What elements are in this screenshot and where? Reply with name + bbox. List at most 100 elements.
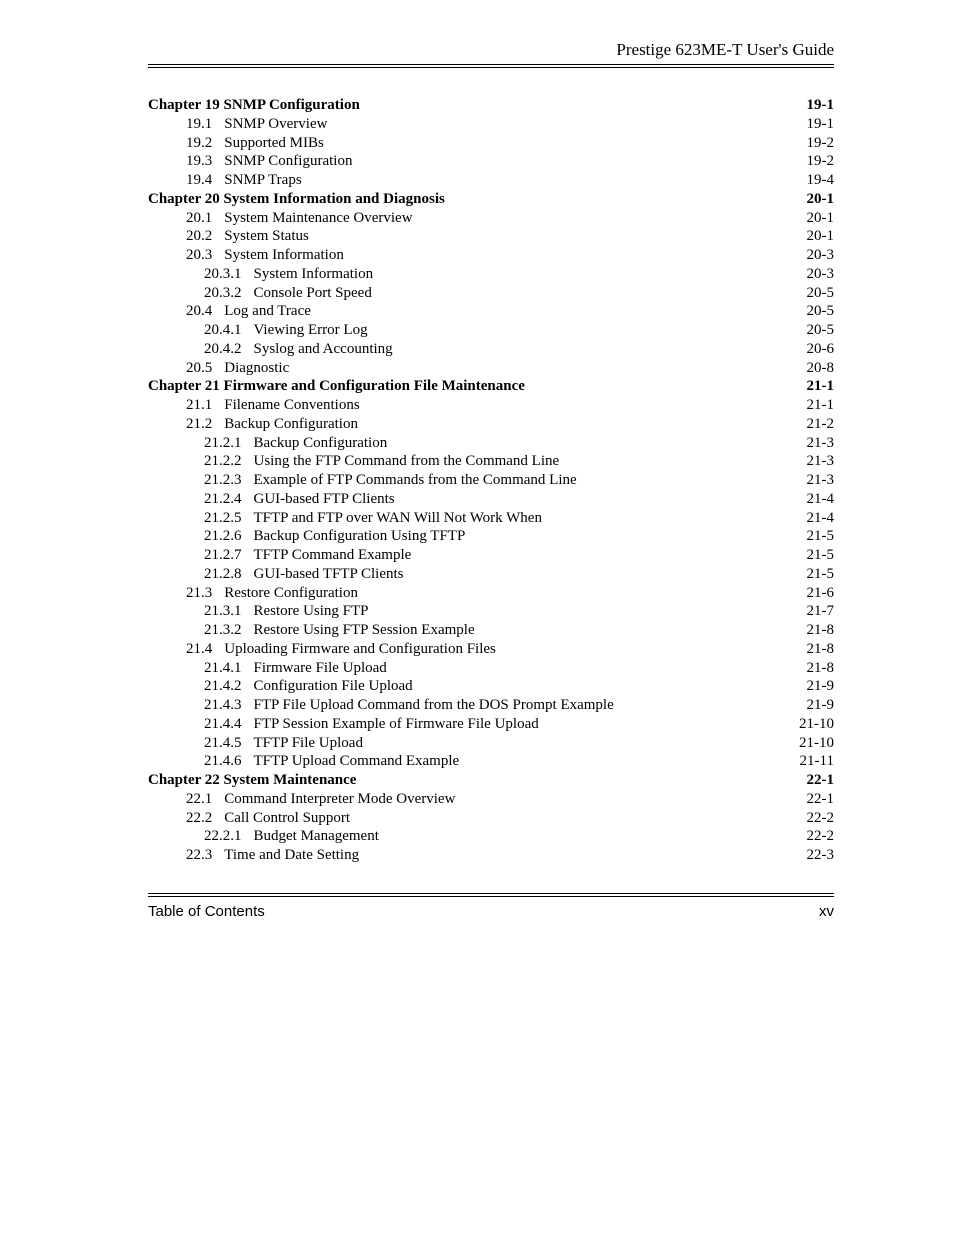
toc-section-number: 21.2.2	[204, 452, 254, 471]
toc-chapter-label: Chapter 21 Firmware and Configuration Fi…	[148, 377, 525, 396]
toc-entry: 22.1Command Interpreter Mode Overview22-…	[148, 790, 834, 809]
toc-entry: 21.4Uploading Firmware and Configuration…	[148, 640, 834, 659]
toc-page-number: 21-1	[807, 396, 835, 415]
toc-section-number: 20.4.1	[204, 321, 254, 340]
toc-entry: 20.3.1System Information20-3	[148, 265, 834, 284]
toc-section-title: TFTP File Upload	[254, 734, 363, 753]
toc-section-title: Restore Using FTP Session Example	[254, 621, 475, 640]
toc-section-title: Call Control Support	[224, 809, 350, 828]
toc-entry: 21.2.7TFTP Command Example21-5	[148, 546, 834, 565]
toc-page-number: 21-8	[807, 640, 835, 659]
toc-section-number: 21.3	[186, 584, 224, 603]
toc-section-number: 21.2.3	[204, 471, 254, 490]
toc-page-number: 21-3	[807, 434, 835, 453]
footer-left: Table of Contents	[148, 903, 265, 920]
toc-page-number: 20-1	[807, 209, 835, 228]
toc-section-number: 21.3.2	[204, 621, 254, 640]
toc-page-number: 19-1	[807, 115, 835, 134]
toc-page-number: 20-3	[807, 246, 835, 265]
header-rule-2	[148, 67, 834, 68]
toc-section-title: GUI-based FTP Clients	[254, 490, 395, 509]
toc-page-number: 21-4	[807, 509, 835, 528]
toc-section-number: 21.2.5	[204, 509, 254, 528]
toc-section-number: 21.4.3	[204, 696, 254, 715]
toc-page-number: 21-9	[807, 696, 835, 715]
toc-page-number: 21-11	[800, 752, 834, 771]
toc-page-number: 22-1	[807, 771, 835, 790]
toc-section-title: Console Port Speed	[254, 284, 372, 303]
toc-section-number: 21.4.6	[204, 752, 254, 771]
toc-entry: 22.2Call Control Support22-2	[148, 809, 834, 828]
toc-section-title: System Information	[254, 265, 374, 284]
toc-entry: 21.2.8GUI-based TFTP Clients21-5	[148, 565, 834, 584]
toc-section-title: Restore Using FTP	[254, 602, 369, 621]
table-of-contents: Chapter 19 SNMP Configuration19-119.1SNM…	[148, 96, 834, 865]
toc-page-number: 22-2	[807, 809, 835, 828]
toc-page-number: 21-3	[807, 452, 835, 471]
toc-section-title: GUI-based TFTP Clients	[254, 565, 404, 584]
toc-page-number: 19-2	[807, 134, 835, 153]
toc-entry: 20.4.2Syslog and Accounting20-6	[148, 340, 834, 359]
toc-entry: Chapter 19 SNMP Configuration19-1	[148, 96, 834, 115]
toc-section-number: 20.4	[186, 302, 224, 321]
toc-page-number: 19-2	[807, 152, 835, 171]
toc-section-title: TFTP Command Example	[254, 546, 412, 565]
toc-page-number: 21-1	[807, 377, 835, 396]
toc-section-title: Backup Configuration	[254, 434, 388, 453]
toc-entry: 22.2.1Budget Management22-2	[148, 827, 834, 846]
toc-section-title: Firmware File Upload	[254, 659, 387, 678]
toc-chapter-label: Chapter 20 System Information and Diagno…	[148, 190, 445, 209]
toc-entry: 20.3.2Console Port Speed20-5	[148, 284, 834, 303]
toc-section-title: System Maintenance Overview	[224, 209, 412, 228]
toc-entry: 21.3Restore Configuration 21-6	[148, 584, 834, 603]
toc-page-number: 21-6	[807, 584, 835, 603]
toc-section-title: Command Interpreter Mode Overview	[224, 790, 455, 809]
toc-section-title: Using the FTP Command from the Command L…	[254, 452, 560, 471]
toc-entry: 21.3.2Restore Using FTP Session Example2…	[148, 621, 834, 640]
toc-page-number: 22-3	[807, 846, 835, 865]
toc-section-title: Configuration File Upload	[254, 677, 413, 696]
toc-section-title: FTP Session Example of Firmware File Upl…	[254, 715, 539, 734]
toc-section-title: Restore Configuration	[224, 584, 358, 603]
toc-section-number: 20.3.1	[204, 265, 254, 284]
page-header: Prestige 623ME-T User's Guide	[148, 40, 834, 64]
toc-section-number: 20.5	[186, 359, 224, 378]
toc-section-number: 21.2.4	[204, 490, 254, 509]
toc-section-number: 19.1	[186, 115, 224, 134]
toc-section-number: 20.2	[186, 227, 224, 246]
toc-page-number: 20-6	[807, 340, 835, 359]
toc-section-title: Supported MIBs	[224, 134, 324, 153]
toc-entry: 21.2.3Example of FTP Commands from the C…	[148, 471, 834, 490]
toc-page-number: 19-4	[807, 171, 835, 190]
toc-section-title: Syslog and Accounting	[254, 340, 393, 359]
footer-rule-2	[148, 896, 834, 897]
toc-page-number: 21-10	[799, 734, 834, 753]
toc-page-number: 21-2	[807, 415, 835, 434]
toc-section-title: Backup Configuration	[224, 415, 358, 434]
toc-section-title: Diagnostic	[224, 359, 289, 378]
toc-section-number: 21.4.2	[204, 677, 254, 696]
toc-section-number: 21.2	[186, 415, 224, 434]
toc-section-number: 19.3	[186, 152, 224, 171]
toc-section-number: 20.3.2	[204, 284, 254, 303]
toc-section-number: 21.3.1	[204, 602, 254, 621]
toc-entry: 21.4.4FTP Session Example of Firmware Fi…	[148, 715, 834, 734]
toc-section-title: TFTP Upload Command Example	[254, 752, 460, 771]
toc-page-number: 21-8	[807, 659, 835, 678]
toc-section-title: Backup Configuration Using TFTP	[254, 527, 466, 546]
toc-section-title: Uploading Firmware and Configuration Fil…	[224, 640, 496, 659]
toc-section-number: 21.2.6	[204, 527, 254, 546]
toc-entry: 21.4.2Configuration File Upload21-9	[148, 677, 834, 696]
toc-entry: 21.3.1Restore Using FTP21-7	[148, 602, 834, 621]
toc-entry: 19.2Supported MIBs19-2	[148, 134, 834, 153]
toc-page-number: 20-5	[807, 321, 835, 340]
toc-page-number: 19-1	[807, 96, 835, 115]
toc-entry: 19.4SNMP Traps19-4	[148, 171, 834, 190]
footer-right: xv	[819, 903, 834, 920]
footer-rule	[148, 893, 834, 894]
toc-entry: 19.1SNMP Overview19-1	[148, 115, 834, 134]
toc-section-number: 22.2.1	[204, 827, 254, 846]
toc-page-number: 20-8	[807, 359, 835, 378]
toc-section-number: 21.1	[186, 396, 224, 415]
toc-section-title: Viewing Error Log	[254, 321, 368, 340]
